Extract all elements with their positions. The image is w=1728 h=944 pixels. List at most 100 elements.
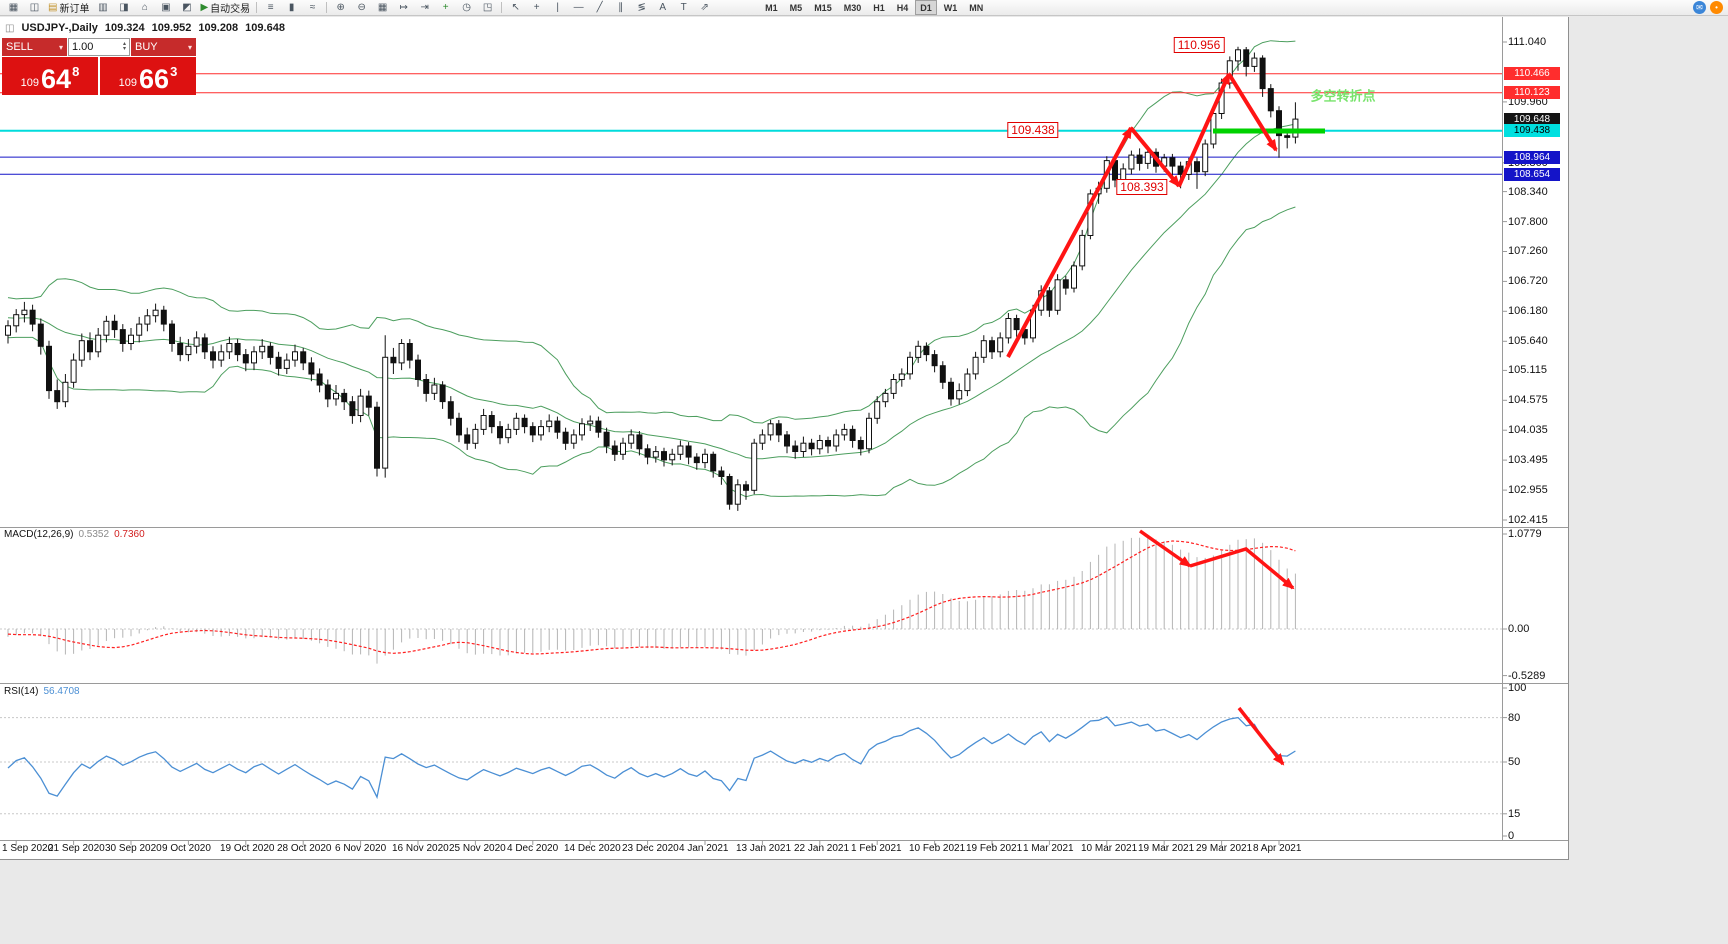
candlestick-chart-icon[interactable]: ▮ <box>281 0 302 16</box>
text-icon[interactable]: A <box>652 0 673 16</box>
toolbar-divider <box>326 2 328 13</box>
zoom-in-icon[interactable]: ⊕ <box>330 0 351 16</box>
timeframe-button-M1[interactable]: M1 <box>765 2 778 13</box>
rsi-label: RSI(14) 56.4708 <box>4 686 80 697</box>
sell-price-panel[interactable]: 109 64 8 <box>2 57 98 95</box>
toolbar-divider <box>256 2 258 13</box>
volume-stepper[interactable]: ▴ ▾ <box>122 41 126 52</box>
charts-icon: ▦ <box>8 1 19 13</box>
volume-value: 1.00 <box>72 41 94 53</box>
macd-name: MACD(12,26,9) <box>4 529 74 540</box>
vertical-line-icon[interactable]: | <box>547 0 568 16</box>
periods-icon[interactable]: ◷ <box>456 0 477 16</box>
auto-trading-button[interactable]: ▶ 自动交易 <box>197 0 253 16</box>
crosshair-icon[interactable]: + <box>526 0 547 16</box>
new-order-button[interactable]: ▤ 新订单 <box>45 0 92 16</box>
periods-icon: ◷ <box>462 1 472 13</box>
timeframe-button-M30[interactable]: M30 <box>843 2 862 13</box>
auto-trading-button-label: 自动交易 <box>210 4 251 15</box>
bar-chart-icon: ≡ <box>267 1 274 13</box>
sell-price-sup: 8 <box>72 64 80 79</box>
fibonacci-icon: ≶ <box>637 1 646 13</box>
symbol-period-label: USDJPY-,Daily <box>21 22 98 34</box>
sell-options-caret-icon[interactable]: ▾ <box>58 42 63 52</box>
zoom-out-icon: ⊖ <box>357 1 366 13</box>
message-icon[interactable]: ✉ <box>1693 1 1706 14</box>
channel-icon: ∥ <box>618 1 624 13</box>
close-value: 109.648 <box>245 22 285 34</box>
strategy-tester-icon: ◩ <box>182 1 192 13</box>
market-watch-icon: ▥ <box>98 1 108 13</box>
tick-chart-icon[interactable]: ◫ <box>24 0 45 16</box>
buy-price-panel[interactable]: 109 66 3 <box>100 57 196 95</box>
data-window-icon[interactable]: ◨ <box>113 0 134 16</box>
buy-price-big: 66 <box>139 64 170 94</box>
templates-icon[interactable]: ◳ <box>477 0 498 16</box>
chart-window <box>0 17 1569 860</box>
line-chart-icon[interactable]: ≈ <box>302 0 323 16</box>
volume-down-icon[interactable]: ▾ <box>122 46 126 52</box>
auto-scroll-icon: ↦ <box>399 1 408 13</box>
buy-options-caret-icon[interactable]: ▾ <box>187 42 192 52</box>
horizontal-line-icon[interactable]: — <box>568 0 589 16</box>
fibonacci-icon[interactable]: ≶ <box>631 0 652 16</box>
channel-icon[interactable]: ∥ <box>610 0 631 16</box>
auto-trading-button: ▶ <box>200 1 209 13</box>
arrows-icon[interactable]: ⇗ <box>694 0 715 16</box>
sell-price-big: 64 <box>41 64 72 94</box>
timeframe-button-M15[interactable]: M15 <box>814 2 832 13</box>
terminal-icon: ▣ <box>161 1 171 13</box>
timeframe-button-W1[interactable]: W1 <box>943 2 958 13</box>
market-watch-icon[interactable]: ▥ <box>92 0 113 16</box>
line-chart-icon: ≈ <box>309 1 316 13</box>
rsi-name: RSI(14) <box>4 686 39 697</box>
toolbar: ▦ ◫ ▤ 新订单 ▥ ◨ ⌂ ▣ ◩ ▶ 自动交易 ≡ ▮ ≈ ⊕ ⊖ ▦ ↦ ⇥ + ◷ ◳ ↖ + | — ╱ ∥ ≶ A T ⇗ M1 M… <box>0 0 1728 16</box>
cursor-icon: ↖ <box>511 1 520 13</box>
tile-windows-icon[interactable]: ▦ <box>372 0 393 16</box>
timeframe-button-MN[interactable]: MN <box>969 2 984 13</box>
crosshair-icon: + <box>533 1 540 13</box>
horizontal-line-icon: — <box>573 1 584 13</box>
text-icon: A <box>659 1 666 13</box>
label-icon: T <box>680 1 687 13</box>
buy-button[interactable]: BUY ▾ <box>131 38 196 56</box>
community-icon[interactable]: • <box>1710 1 1723 14</box>
chart-icon: ◫ <box>5 22 15 34</box>
low-value: 109.208 <box>198 22 239 34</box>
buy-price-prefix: 109 <box>118 77 138 89</box>
strategy-tester-icon[interactable]: ◩ <box>176 0 197 16</box>
new-order-button-label: 新订单 <box>59 4 90 15</box>
cursor-icon[interactable]: ↖ <box>505 0 526 16</box>
tick-chart-icon: ◫ <box>29 1 40 13</box>
indicators-icon: + <box>442 1 449 13</box>
bar-chart-icon[interactable]: ≡ <box>260 0 281 16</box>
charts-icon[interactable]: ▦ <box>3 0 24 16</box>
auto-scroll-icon[interactable]: ↦ <box>393 0 414 16</box>
sell-price-prefix: 109 <box>20 77 40 89</box>
timeframe-button-H1[interactable]: H1 <box>873 2 885 13</box>
sell-button-label: SELL <box>6 41 33 53</box>
zoom-out-icon[interactable]: ⊖ <box>351 0 372 16</box>
timeframe-button-H4[interactable]: H4 <box>896 2 909 13</box>
volume-input[interactable]: 1.00 ▴ ▾ <box>68 38 130 56</box>
chart-shift-icon: ⇥ <box>420 1 429 13</box>
timeframe-button-D1[interactable]: D1 <box>915 0 937 15</box>
new-order-button: ▤ <box>48 1 58 13</box>
timeframe-button-M5[interactable]: M5 <box>789 2 803 13</box>
label-icon[interactable]: T <box>673 0 694 16</box>
vertical-line-icon: | <box>556 1 559 13</box>
open-value: 109.324 <box>104 22 145 34</box>
indicators-icon[interactable]: + <box>435 0 456 16</box>
rsi-value: 56.4708 <box>43 686 80 697</box>
trendline-icon[interactable]: ╱ <box>589 0 610 16</box>
arrows-icon: ⇗ <box>700 1 709 13</box>
candlestick-chart-icon: ▮ <box>288 1 295 13</box>
sell-button[interactable]: SELL ▾ <box>2 38 67 56</box>
templates-icon: ◳ <box>482 1 493 13</box>
chart-shift-icon[interactable]: ⇥ <box>414 0 435 16</box>
chart-info: ◫ USDJPY-,Daily 109.324 109.952 109.208 … <box>5 22 285 34</box>
terminal-icon[interactable]: ▣ <box>155 0 176 16</box>
navigator-icon[interactable]: ⌂ <box>134 0 155 16</box>
macd-signal-value: 0.7360 <box>114 529 145 540</box>
buy-button-label: BUY <box>135 41 158 53</box>
